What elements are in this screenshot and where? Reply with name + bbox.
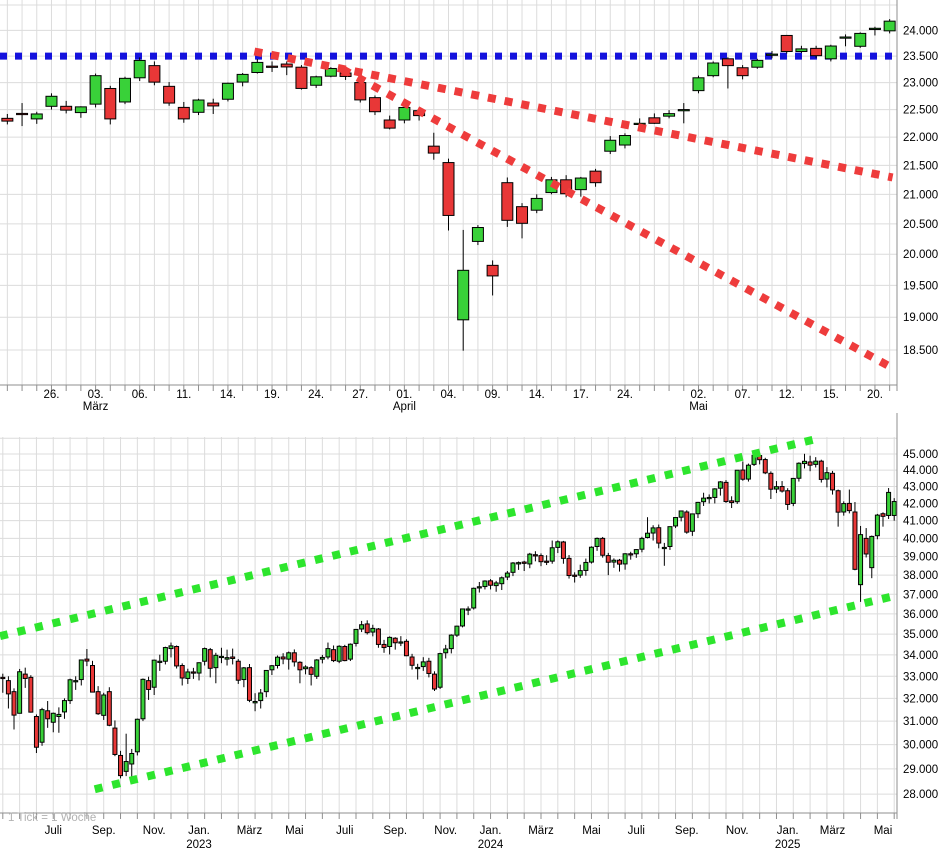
svg-text:Jan.: Jan. [188, 825, 210, 837]
svg-text:33.000: 33.000 [903, 671, 938, 683]
svg-text:21.500: 21.500 [903, 160, 938, 172]
svg-text:39.000: 39.000 [903, 552, 938, 564]
svg-text:Juli: Juli [45, 825, 62, 837]
svg-text:2024: 2024 [478, 839, 504, 851]
svg-text:09.: 09. [485, 389, 501, 401]
svg-text:17.: 17. [573, 389, 589, 401]
svg-text:19.500: 19.500 [903, 280, 938, 292]
svg-text:42.000: 42.000 [903, 498, 938, 510]
svg-text:24.000: 24.000 [903, 25, 938, 37]
svg-text:32.000: 32.000 [903, 693, 938, 705]
svg-text:02.: 02. [690, 389, 706, 401]
svg-text:Nov.: Nov. [726, 825, 749, 837]
svg-text:35.000: 35.000 [903, 629, 938, 641]
svg-text:März: März [83, 401, 109, 413]
svg-text:19.: 19. [264, 389, 280, 401]
svg-text:40.000: 40.000 [903, 533, 938, 545]
svg-text:18.500: 18.500 [903, 345, 938, 357]
svg-text:Juli: Juli [336, 825, 353, 837]
svg-text:Sep.: Sep. [92, 825, 116, 837]
svg-text:Juli: Juli [628, 825, 645, 837]
svg-text:11.: 11. [176, 389, 191, 401]
svg-text:Jan.: Jan. [480, 825, 502, 837]
svg-text:2023: 2023 [186, 839, 212, 851]
svg-text:31.000: 31.000 [903, 716, 938, 728]
svg-text:Nov.: Nov. [143, 825, 166, 837]
weekly-candlestick-chart: 45.000 44.000 43.000 42.000 41.000 40.000 39.0… [0, 413, 938, 851]
svg-text:27.: 27. [352, 389, 368, 401]
svg-text:März: März [820, 825, 846, 837]
svg-text:45.000: 45.000 [903, 449, 938, 461]
svg-text:24.: 24. [617, 389, 633, 401]
svg-text:Sep.: Sep. [383, 825, 407, 837]
svg-text:14.: 14. [529, 389, 545, 401]
svg-text:März: März [528, 825, 554, 837]
svg-text:14.: 14. [220, 389, 236, 401]
svg-text:Jan.: Jan. [777, 825, 799, 837]
svg-text:2025: 2025 [775, 839, 801, 851]
svg-text:22.000: 22.000 [903, 132, 938, 144]
svg-text:26.: 26. [43, 389, 59, 401]
svg-text:04.: 04. [441, 389, 457, 401]
daily-candlestick-chart: 24.000 23.500 23.000 22.500 22.000 21.500 21.0… [0, 0, 938, 413]
svg-text:28.000: 28.000 [903, 789, 938, 801]
svg-text:29.000: 29.000 [903, 764, 938, 776]
tick-interval-note: 1 Tick = 1 Woche [8, 812, 97, 824]
svg-text:37.000: 37.000 [903, 589, 938, 601]
svg-text:April: April [393, 401, 416, 413]
svg-text:23.000: 23.000 [903, 78, 938, 90]
svg-text:22.500: 22.500 [903, 105, 938, 117]
weekly-chart-section: 45.000 44.000 43.000 42.000 41.000 40.000 39.0… [0, 413, 941, 856]
svg-text:Mai: Mai [689, 401, 708, 413]
svg-text:44.000: 44.000 [903, 465, 938, 477]
svg-text:12.: 12. [779, 389, 795, 401]
svg-text:01.: 01. [396, 389, 412, 401]
svg-text:15.: 15. [823, 389, 839, 401]
svg-text:34.000: 34.000 [903, 650, 938, 662]
svg-text:23.500: 23.500 [903, 51, 938, 63]
svg-text:19.000: 19.000 [903, 312, 938, 324]
svg-text:Sep.: Sep. [675, 825, 699, 837]
svg-text:41.000: 41.000 [903, 516, 938, 528]
svg-text:03.: 03. [88, 389, 104, 401]
svg-text:24.: 24. [308, 389, 324, 401]
svg-text:Nov.: Nov. [434, 825, 457, 837]
svg-text:20.500: 20.500 [903, 219, 938, 231]
svg-text:März: März [237, 825, 263, 837]
svg-text:43.000: 43.000 [903, 482, 938, 494]
svg-text:07.: 07. [735, 389, 751, 401]
svg-text:36.000: 36.000 [903, 609, 938, 621]
svg-text:21.000: 21.000 [903, 189, 938, 201]
daily-chart-section: 24.000 23.500 23.000 22.500 22.000 21.500 21.0… [0, 0, 941, 413]
svg-text:20.000: 20.000 [903, 249, 938, 261]
svg-text:38.000: 38.000 [903, 570, 938, 582]
svg-text:30.000: 30.000 [903, 740, 938, 752]
svg-text:06.: 06. [132, 389, 148, 401]
svg-text:Mai: Mai [874, 825, 893, 837]
svg-text:20.: 20. [867, 389, 883, 401]
svg-text:Mai: Mai [285, 825, 304, 837]
svg-text:Mai: Mai [582, 825, 601, 837]
